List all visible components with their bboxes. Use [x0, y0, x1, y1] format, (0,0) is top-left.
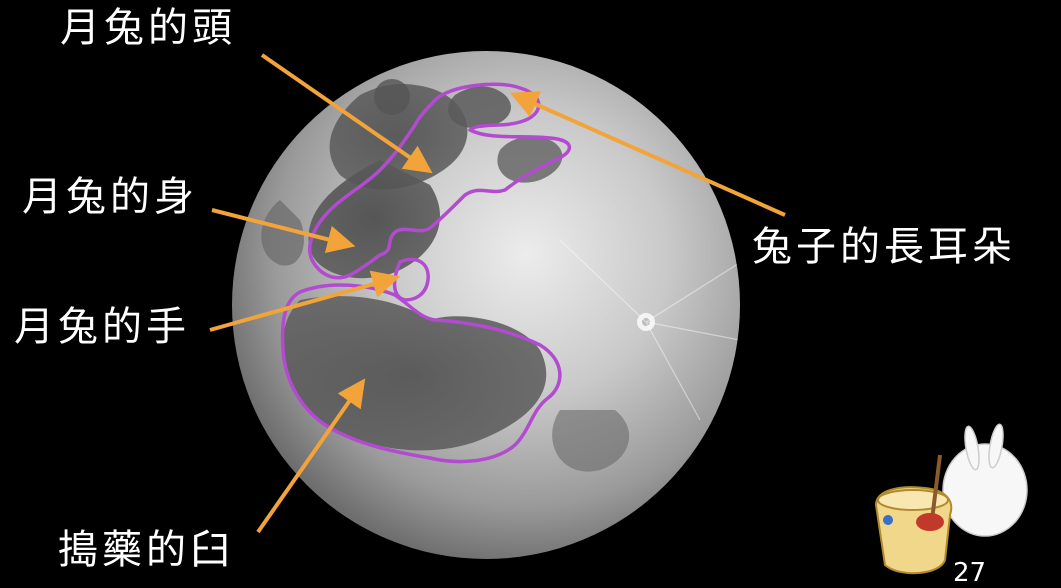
moon [232, 51, 740, 559]
label-rabbit-ears: 兔子的長耳朵 [752, 224, 1016, 270]
page-number: 27 [953, 558, 987, 588]
arrow-mortar [256, 378, 366, 534]
annotation-arrows [209, 53, 786, 534]
label-rabbit-hand: 月兔的手 [14, 304, 190, 350]
arrow-hand [209, 270, 401, 332]
label-mortar: 搗藥的臼 [58, 527, 234, 573]
rabbit-mascot-illustration [874, 423, 1028, 575]
label-rabbit-body: 月兔的身 [22, 174, 198, 220]
label-rabbit-head: 月兔的頭 [60, 5, 236, 51]
arrow-ears [509, 91, 786, 217]
arrow-head [260, 53, 433, 174]
arrow-body [211, 208, 356, 254]
